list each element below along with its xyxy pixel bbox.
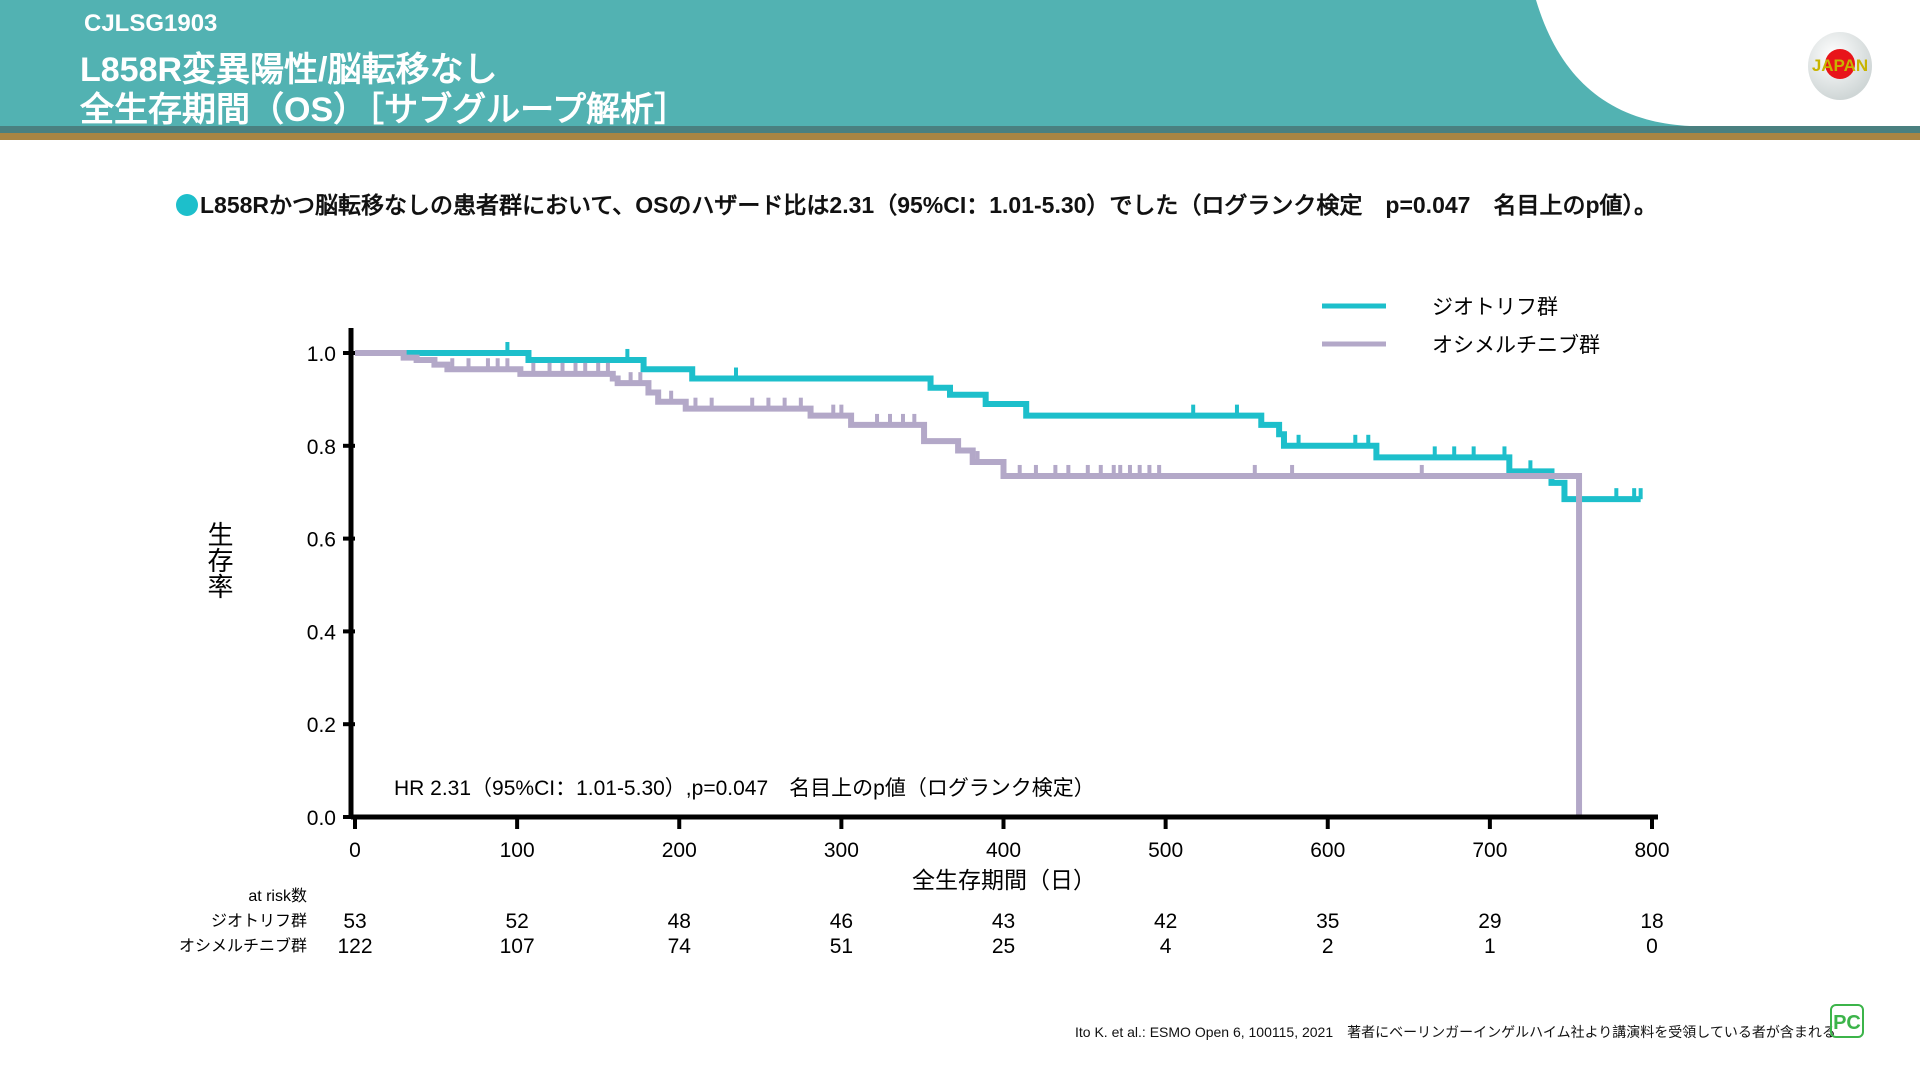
svg-text:JAPAN: JAPAN (1812, 56, 1868, 75)
x-axis-label: 全生存期間（日） (912, 867, 1096, 893)
pc-logo: PC (1830, 1004, 1864, 1038)
x-tick-label: 400 (986, 839, 1021, 862)
at-risk-header: at risk数 (248, 887, 307, 905)
at-risk-value: 52 (505, 910, 528, 933)
x-tick-label: 100 (500, 839, 535, 862)
x-tick-label: 500 (1148, 839, 1183, 862)
at-risk-value: 46 (830, 910, 853, 933)
header-divider (0, 126, 1920, 133)
legend: ジオトリフ群 オシメルチニブ群 (1322, 296, 1600, 357)
y-tick-label: 0.8 (307, 436, 336, 459)
at-risk-value: 74 (668, 935, 692, 958)
at-risk-value: 25 (992, 935, 1015, 958)
legend-label-afatinib: ジオトリフ群 (1432, 296, 1558, 319)
x-tick-label: 200 (662, 839, 697, 862)
hr-annotation: HR 2.31（95%CI：1.01-5.30）,p=0.047 名目上のp値（… (394, 777, 1095, 800)
at-risk-value: 122 (337, 935, 372, 958)
header-accent-band (0, 133, 1920, 140)
x-tick-label: 800 (1634, 839, 1669, 862)
y-tick-label: 0.6 (307, 529, 336, 552)
x-tick-label: 600 (1310, 839, 1345, 862)
at-risk-value: 1 (1484, 935, 1496, 958)
x-tick-label: 300 (824, 839, 859, 862)
y-axis-label: 生存率 (204, 521, 234, 599)
japan-logo: JAPAN (1808, 32, 1872, 100)
at-risk-value: 29 (1478, 910, 1501, 933)
legend-label-osimertinib: オシメルチニブ群 (1432, 334, 1600, 357)
page-title-line1: L858R変異陽性/脳転移なし (80, 51, 498, 89)
at-risk-value: 4 (1160, 935, 1172, 958)
at-risk-value: 42 (1154, 910, 1177, 933)
at-risk-value: 43 (992, 910, 1015, 933)
at-risk-value: 35 (1316, 910, 1339, 933)
y-tick-label: 0.2 (307, 714, 336, 737)
y-tick-label: 0.0 (307, 807, 336, 830)
at-risk-value: 48 (668, 910, 691, 933)
at-risk-value: 107 (500, 935, 535, 958)
at-risk-value: 0 (1646, 935, 1658, 958)
page-title-line2: 全生存期間（OS）［サブグループ解析］ (80, 91, 689, 129)
at-risk-value: 18 (1640, 910, 1663, 933)
x-tick-label: 700 (1472, 839, 1507, 862)
at-risk-row-label: ジオトリフ群 (211, 912, 307, 930)
citation-footer: Ito K. et al.: ESMO Open 6, 100115, 2021… (1075, 1024, 1836, 1040)
at-risk-value: 51 (830, 935, 853, 958)
at-risk-value: 2 (1322, 935, 1334, 958)
summary-text-content: L858Rかつ脳転移なしの患者群において、OSのハザード比は2.31（95%CI… (200, 192, 1657, 218)
km-curve-afatinib (355, 350, 1641, 503)
summary-text: L858Rかつ脳転移なしの患者群において、OSのハザード比は2.31（95%CI… (176, 186, 1657, 220)
y-tick-label: 1.0 (307, 343, 336, 366)
km-chart: 0 100 200 300 400 500 600 700 800 0.0 0.2 0.4 0.6 0.8… (179, 296, 1670, 958)
km-curve-osimertinib (355, 350, 1583, 817)
at-risk-row-label: オシメルチニブ群 (179, 936, 307, 955)
bullet-icon (176, 194, 198, 216)
at-risk-value: 53 (343, 910, 366, 933)
y-tick-label: 0.4 (307, 621, 337, 644)
x-tick-label: 0 (349, 839, 361, 862)
study-code: CJLSG1903 (84, 10, 218, 37)
